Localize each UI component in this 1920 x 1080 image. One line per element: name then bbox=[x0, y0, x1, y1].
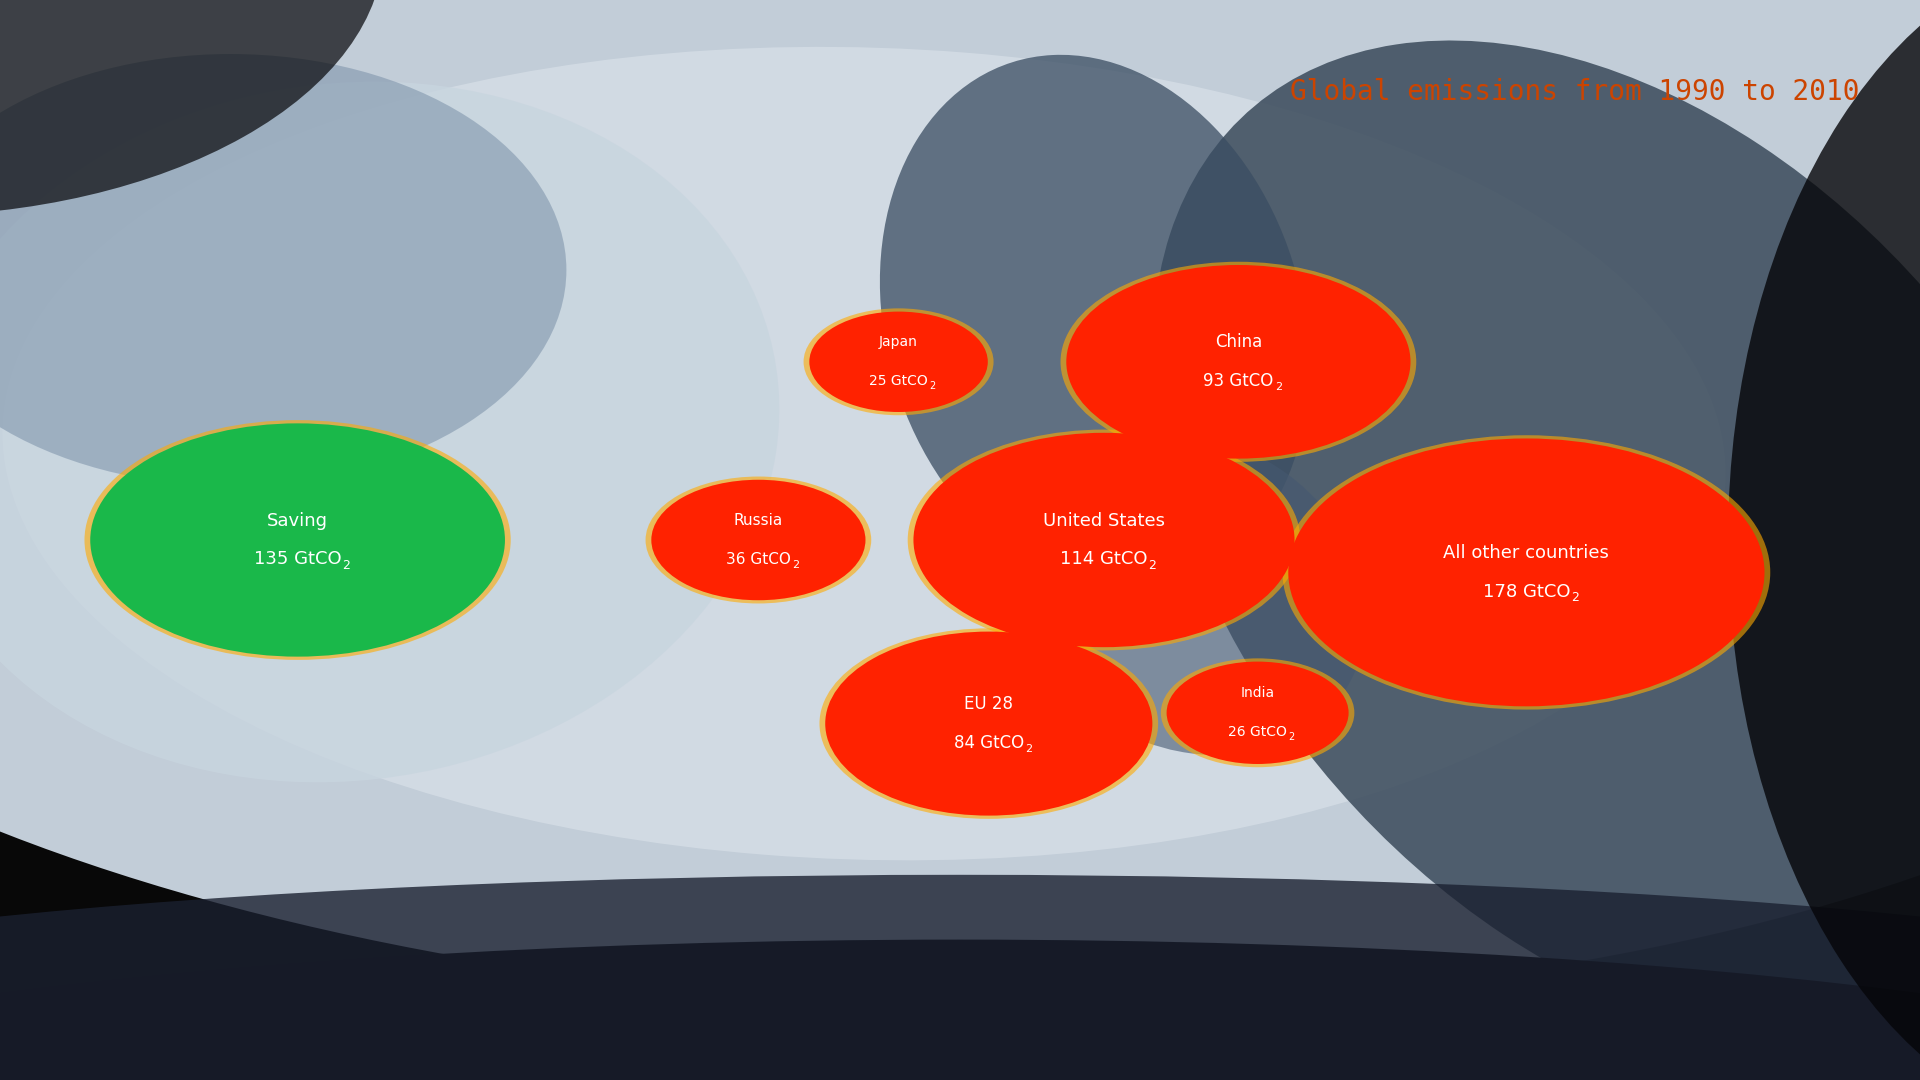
Ellipse shape bbox=[0, 54, 566, 486]
Ellipse shape bbox=[879, 55, 1309, 593]
Text: Global emissions from 1990 to 2010: Global emissions from 1990 to 2010 bbox=[1290, 78, 1859, 106]
Text: 2: 2 bbox=[929, 381, 935, 391]
Circle shape bbox=[1066, 265, 1411, 459]
Circle shape bbox=[914, 433, 1294, 647]
Text: 2: 2 bbox=[342, 559, 349, 572]
Circle shape bbox=[804, 309, 993, 415]
Ellipse shape bbox=[1728, 0, 1920, 1080]
Text: Russia: Russia bbox=[733, 513, 783, 528]
Text: India: India bbox=[1240, 687, 1275, 700]
Text: United States: United States bbox=[1043, 512, 1165, 529]
Text: EU 28: EU 28 bbox=[964, 696, 1014, 713]
Circle shape bbox=[1060, 261, 1417, 462]
Ellipse shape bbox=[1152, 41, 1920, 1039]
Circle shape bbox=[820, 629, 1158, 819]
Text: 2: 2 bbox=[1025, 744, 1033, 754]
Circle shape bbox=[84, 420, 511, 660]
Text: 36 GtCO: 36 GtCO bbox=[726, 552, 791, 567]
Text: 26 GtCO: 26 GtCO bbox=[1229, 726, 1286, 739]
Text: 178 GtCO: 178 GtCO bbox=[1482, 583, 1571, 600]
Circle shape bbox=[908, 430, 1300, 650]
Ellipse shape bbox=[1014, 433, 1367, 755]
Circle shape bbox=[1283, 435, 1770, 710]
Ellipse shape bbox=[0, 82, 780, 782]
Ellipse shape bbox=[0, 0, 1920, 1007]
Ellipse shape bbox=[0, 940, 1920, 1080]
Text: 2: 2 bbox=[1571, 592, 1578, 605]
Text: Saving: Saving bbox=[267, 512, 328, 529]
Circle shape bbox=[826, 632, 1152, 815]
Text: 93 GtCO: 93 GtCO bbox=[1204, 373, 1273, 390]
Text: Japan: Japan bbox=[879, 336, 918, 349]
Text: 84 GtCO: 84 GtCO bbox=[954, 734, 1023, 752]
Ellipse shape bbox=[2, 46, 1726, 861]
Ellipse shape bbox=[0, 0, 384, 216]
Text: China: China bbox=[1215, 334, 1261, 351]
Circle shape bbox=[810, 312, 987, 411]
Circle shape bbox=[645, 476, 872, 604]
Circle shape bbox=[1162, 659, 1354, 767]
Ellipse shape bbox=[0, 875, 1920, 1080]
Circle shape bbox=[90, 423, 505, 657]
Circle shape bbox=[1288, 438, 1764, 706]
Text: 2: 2 bbox=[791, 559, 799, 569]
Text: 2: 2 bbox=[1288, 732, 1294, 742]
Text: 2: 2 bbox=[1148, 559, 1156, 572]
Circle shape bbox=[651, 480, 866, 600]
Text: All other countries: All other countries bbox=[1444, 544, 1609, 562]
Text: 2: 2 bbox=[1275, 382, 1283, 392]
Circle shape bbox=[1167, 662, 1348, 764]
Text: 135 GtCO: 135 GtCO bbox=[253, 551, 342, 568]
Text: 25 GtCO: 25 GtCO bbox=[870, 375, 927, 388]
Text: 114 GtCO: 114 GtCO bbox=[1060, 551, 1148, 568]
